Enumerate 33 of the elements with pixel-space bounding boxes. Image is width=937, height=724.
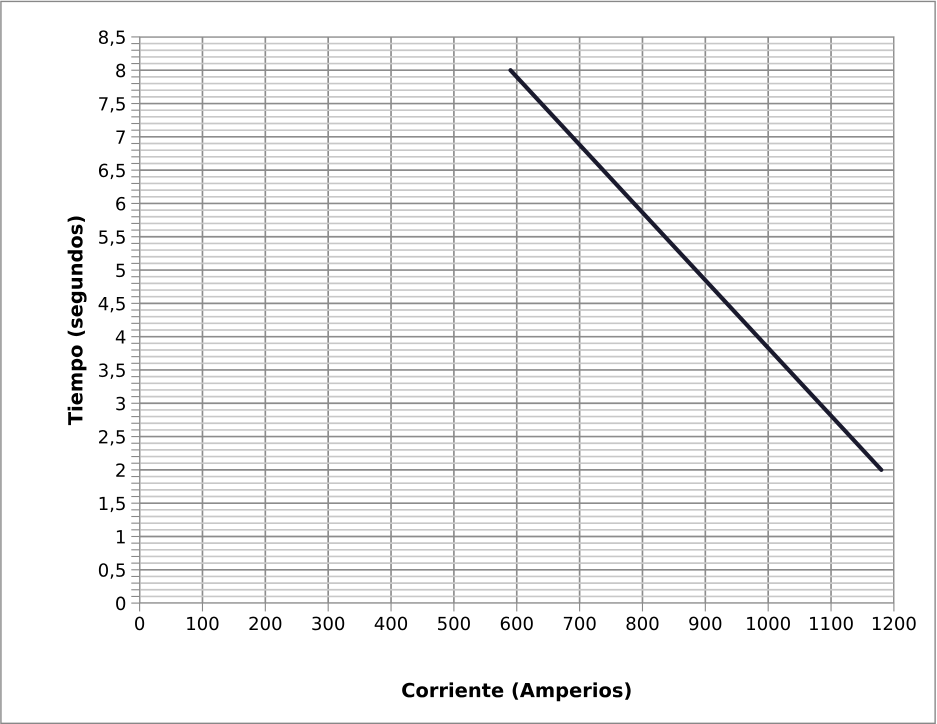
- y-tick-label: 7: [116, 130, 125, 144]
- y-tick-label: 1: [116, 530, 125, 544]
- y-tick-label: 5,5: [99, 230, 125, 246]
- x-tick-label: 1200: [872, 616, 916, 630]
- x-tick-label: 1000: [747, 616, 790, 630]
- y-tick-label: 2,5: [99, 430, 125, 446]
- x-tick-label: 500: [438, 616, 470, 630]
- y-tick-label: 6,5: [98, 164, 125, 180]
- x-tick-label: 600: [500, 616, 533, 630]
- y-tick-label: 4,5: [98, 297, 125, 312]
- y-tick-label: 8: [116, 64, 126, 78]
- y-tick-label: 5: [116, 264, 125, 278]
- x-tick-label: 200: [249, 616, 282, 630]
- y-tick-label: 4: [116, 330, 126, 344]
- y-axis-title: Tiempo (segundos): [68, 216, 87, 426]
- x-tick-label: 1100: [810, 616, 853, 630]
- x-tick-label: 100: [187, 616, 218, 630]
- x-tick-label: 0: [135, 616, 144, 630]
- y-tick-label: 0,5: [98, 563, 125, 579]
- y-tick-label: 0: [116, 596, 126, 610]
- y-tick-label: 3,5: [99, 363, 125, 379]
- x-tick-label: 700: [564, 616, 596, 630]
- y-tick-label: 7,5: [99, 97, 125, 112]
- y-tick-label: 2: [116, 463, 125, 477]
- y-tick-label: 3: [116, 396, 125, 410]
- y-tick-label: 1,5: [100, 496, 125, 512]
- x-tick-label: 900: [689, 616, 722, 630]
- y-tick-label: 8,5: [98, 30, 125, 46]
- x-tick-label: 400: [374, 616, 408, 630]
- y-tick-label: 6: [116, 196, 126, 211]
- x-tick-label: 800: [626, 616, 658, 630]
- x-axis-title: Corriente (Amperios): [402, 682, 631, 702]
- x-tick-label: 300: [312, 616, 344, 630]
